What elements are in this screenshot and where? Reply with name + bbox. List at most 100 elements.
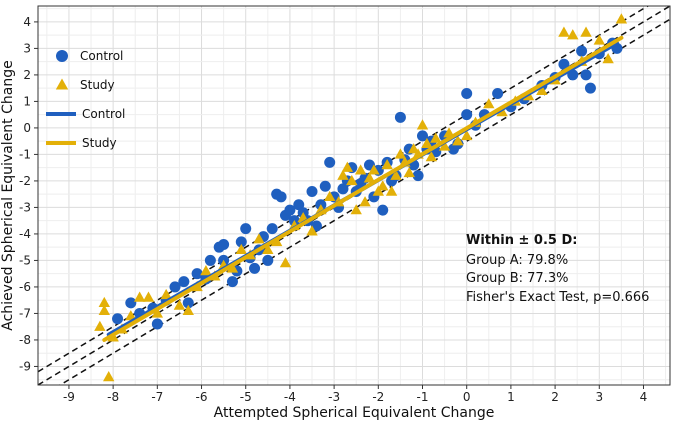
- y-tick-label: -2: [19, 174, 31, 188]
- data-point-control: [266, 223, 278, 235]
- data-point-control: [412, 170, 424, 182]
- data-point-control: [191, 268, 203, 280]
- legend-marker-triangle: [55, 78, 69, 90]
- data-point-study: [483, 98, 495, 109]
- data-point-study: [337, 169, 349, 180]
- x-tick-label: 2: [551, 390, 559, 404]
- y-axis-label: Achieved Spherical Equivalent Change: [0, 60, 16, 330]
- data-point-study: [372, 185, 385, 196]
- data-point-study: [103, 371, 115, 382]
- data-point-study: [323, 190, 336, 202]
- data-point-study: [377, 180, 389, 191]
- data-point-control: [218, 239, 230, 251]
- data-points: [94, 13, 628, 382]
- x-tick-label: -9: [63, 390, 75, 404]
- x-tick-label: 3: [595, 390, 603, 404]
- data-point-study: [407, 143, 420, 154]
- y-tick-label: -6: [19, 280, 31, 294]
- data-point-study: [262, 243, 274, 255]
- data-point-control: [262, 254, 274, 266]
- x-axis-label: Attempted Spherical Equivalent Change: [214, 405, 495, 421]
- data-point-study: [142, 291, 155, 302]
- data-point-study: [350, 204, 362, 215]
- data-point-control: [306, 186, 318, 198]
- data-point-study: [182, 304, 194, 315]
- data-point-study: [394, 148, 407, 159]
- data-point-control: [226, 276, 238, 288]
- data-point-study: [381, 159, 393, 170]
- data-point-study: [403, 166, 415, 178]
- y-tick-label: 0: [23, 121, 31, 135]
- data-point-study: [341, 161, 354, 172]
- data-point-study: [133, 291, 146, 302]
- plot-frame: [37, 5, 671, 386]
- data-point-control: [461, 87, 473, 99]
- data-point-control: [492, 87, 504, 99]
- y-tick-label: -1: [19, 147, 31, 161]
- x-tick-label: -2: [372, 390, 384, 404]
- data-point-study: [580, 26, 592, 37]
- data-point-study: [425, 151, 438, 162]
- y-tick-label: 1: [23, 94, 31, 108]
- data-point-study: [416, 119, 429, 130]
- x-tick-label: -6: [196, 390, 208, 404]
- data-point-study: [279, 257, 292, 268]
- legend-label: Study: [80, 78, 115, 92]
- data-point-study: [160, 288, 172, 300]
- legend-label: Control: [80, 49, 123, 63]
- data-point-study: [593, 34, 605, 45]
- annotation-line-2: Group B: 77.3%: [466, 271, 568, 286]
- data-point-study: [94, 320, 106, 331]
- reference-line: [58, 18, 670, 385]
- fit-line-study: [102, 35, 624, 342]
- data-point-control: [576, 45, 588, 57]
- data-point-control: [580, 69, 592, 81]
- x-tick-label: -8: [107, 390, 119, 404]
- data-point-control: [558, 58, 570, 70]
- data-point-study: [363, 172, 376, 183]
- data-point-control: [169, 281, 181, 293]
- annotation-line-3: Fisher's Exact Test, p=0.666: [466, 290, 649, 305]
- data-point-study: [98, 304, 110, 315]
- annotation-title: Within ± 0.5 D:: [466, 233, 577, 248]
- legend: Control Study Control Study: [46, 49, 125, 150]
- data-point-study: [200, 265, 212, 276]
- y-tick-label: 2: [23, 68, 31, 82]
- y-tick-label: -7: [19, 306, 31, 320]
- data-point-study: [421, 137, 433, 149]
- data-point-control: [240, 223, 252, 235]
- data-point-control: [235, 236, 247, 248]
- data-point-study: [385, 185, 398, 196]
- data-point-study: [235, 243, 248, 255]
- annotation-box: Within ± 0.5 D: Group A: 79.8% Group B: …: [466, 233, 649, 305]
- data-point-control: [324, 156, 336, 168]
- y-tick-label: -5: [19, 253, 31, 267]
- y-tick-label: 3: [23, 41, 31, 55]
- data-point-study: [346, 174, 358, 186]
- y-tick-label: -3: [19, 200, 31, 214]
- legend-marker-circle: [56, 50, 68, 62]
- data-point-study: [151, 307, 164, 318]
- data-point-study: [226, 262, 239, 273]
- x-tick-label: -1: [417, 390, 429, 404]
- y-tick-label: -9: [19, 359, 31, 373]
- data-point-control: [182, 297, 194, 309]
- data-point-control: [377, 204, 389, 216]
- data-point-study: [98, 296, 110, 308]
- data-point-control: [178, 276, 190, 288]
- reference-lines: [38, 6, 670, 385]
- data-point-study: [567, 29, 579, 40]
- data-point-control: [275, 191, 287, 203]
- reference-line: [38, 6, 650, 373]
- data-point-study: [253, 233, 265, 244]
- data-point-study: [430, 132, 442, 143]
- x-tick-label: -4: [284, 390, 296, 404]
- data-point-study: [615, 13, 628, 24]
- data-point-control: [417, 130, 429, 142]
- x-tick-label: 1: [507, 390, 515, 404]
- data-point-study: [438, 140, 451, 151]
- data-point-control: [125, 297, 137, 309]
- data-point-control: [204, 254, 216, 266]
- data-point-control: [319, 180, 331, 192]
